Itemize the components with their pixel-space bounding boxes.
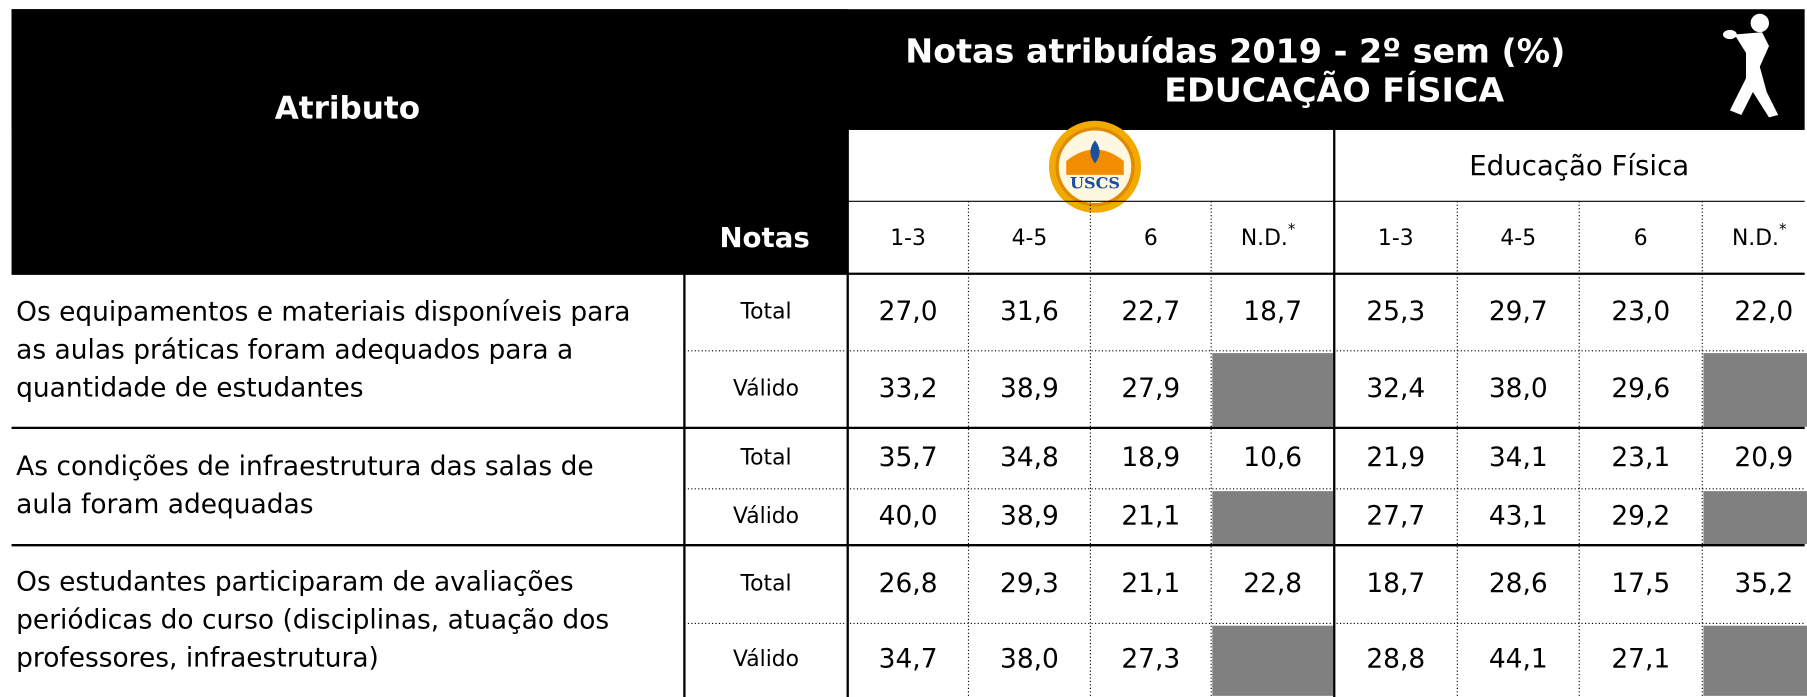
cell-value: 23,1: [1611, 442, 1670, 473]
cell-value: 34,7: [879, 644, 938, 675]
cell-value: 44,1: [1489, 644, 1548, 675]
cell-value: 34,1: [1489, 442, 1548, 473]
cell-value: 34,8: [1000, 442, 1059, 473]
group-header: Educação Física: [1469, 149, 1689, 182]
subrow-label: Total: [740, 445, 792, 470]
cell-value: 22,7: [1121, 296, 1180, 327]
empty-cell: [1703, 491, 1807, 545]
cell-value: 27,3: [1121, 644, 1180, 675]
attribute-header: Atributo: [275, 90, 420, 126]
column-header: 6: [1144, 226, 1158, 251]
cell-value: 21,1: [1121, 568, 1180, 599]
empty-cell: [1703, 353, 1807, 427]
cell-value: 21,9: [1366, 442, 1425, 473]
footnote-mark: *: [1779, 220, 1787, 238]
cell-value: 23,0: [1611, 296, 1670, 327]
attribute-text: Os estudantes participaram de avaliações: [16, 567, 574, 598]
cell-value: 38,0: [1489, 373, 1548, 404]
cell-value: 18,7: [1366, 568, 1425, 599]
column-header: 1-3: [890, 226, 926, 251]
empty-cell: [1212, 491, 1334, 545]
cell-value: 35,7: [879, 442, 938, 473]
attribute-text: Os equipamentos e materiais disponíveis …: [16, 296, 630, 327]
attribute-text: professores, infraestrutura): [16, 643, 379, 674]
cell-value: 20,9: [1734, 442, 1793, 473]
cell-value: 31,6: [1000, 296, 1059, 327]
empty-cell: [1212, 353, 1334, 427]
cell-value: 43,1: [1489, 500, 1548, 531]
attribute-text: As condições de infraestrutura das salas…: [16, 451, 593, 482]
subrow-label: Válido: [733, 647, 799, 672]
cell-value: 29,6: [1611, 373, 1670, 404]
cell-value: 27,0: [879, 296, 938, 327]
discus-icon: [1722, 13, 1779, 118]
column-header-label: N.D.: [1241, 226, 1288, 251]
attribute-text: as aulas práticas foram adequados para a: [16, 334, 573, 365]
cell-value: 18,9: [1121, 442, 1180, 473]
attribute-text: quantidade de estudantes: [16, 372, 363, 403]
empty-cell: [1212, 625, 1334, 696]
cell-value: 29,2: [1611, 500, 1670, 531]
cell-value: 26,8: [879, 568, 938, 599]
cell-value: 38,9: [1000, 500, 1059, 531]
cell-value: 38,9: [1000, 373, 1059, 404]
cell-value: 29,3: [1000, 568, 1059, 599]
cell-value: 28,6: [1489, 568, 1548, 599]
column-header: 4-5: [1500, 226, 1536, 251]
column-header: 4-5: [1012, 226, 1048, 251]
attribute-text: periódicas do curso (disciplinas, atuaçã…: [16, 605, 609, 636]
cell-value: 21,1: [1121, 500, 1180, 531]
empty-cell: [1703, 625, 1807, 696]
column-header: 1-3: [1378, 226, 1414, 251]
logo-text: USCS: [1070, 174, 1120, 193]
subrow-label: Total: [740, 571, 792, 596]
cell-value: 29,7: [1489, 296, 1548, 327]
cell-value: 32,4: [1366, 373, 1425, 404]
column-header: N.D.*: [1241, 220, 1296, 251]
cell-value: 27,7: [1366, 500, 1425, 531]
column-header: 6: [1634, 226, 1648, 251]
cell-value: 17,5: [1611, 568, 1670, 599]
subrow-label: Válido: [733, 376, 799, 401]
cell-value: 35,2: [1734, 568, 1793, 599]
cell-value: 22,0: [1734, 296, 1793, 327]
cell-value: 10,6: [1243, 442, 1302, 473]
subrow-label: Total: [740, 299, 792, 324]
notas-header: Notas: [719, 221, 809, 254]
cell-value: 28,8: [1366, 644, 1425, 675]
cell-value: 25,3: [1366, 296, 1425, 327]
footnote-mark: *: [1288, 220, 1296, 238]
cell-value: 27,1: [1611, 644, 1670, 675]
header-left: [11, 9, 848, 274]
cell-value: 22,8: [1243, 568, 1302, 599]
cell-value: 38,0: [1000, 644, 1059, 675]
cell-value: 33,2: [879, 373, 938, 404]
cell-value: 27,9: [1121, 373, 1180, 404]
cell-value: 18,7: [1243, 296, 1302, 327]
column-header: N.D.*: [1732, 220, 1787, 251]
attribute-text: aula foram adequadas: [16, 489, 313, 520]
title: Notas atribuídas 2019 - 2º sem (%): [905, 31, 1565, 70]
title: EDUCAÇÃO FÍSICA: [1164, 70, 1504, 110]
cell-value: 40,0: [879, 500, 938, 531]
column-header-label: N.D.: [1732, 226, 1779, 251]
subrow-label: Válido: [733, 504, 799, 529]
uscs-logo: USCS: [1048, 120, 1142, 213]
